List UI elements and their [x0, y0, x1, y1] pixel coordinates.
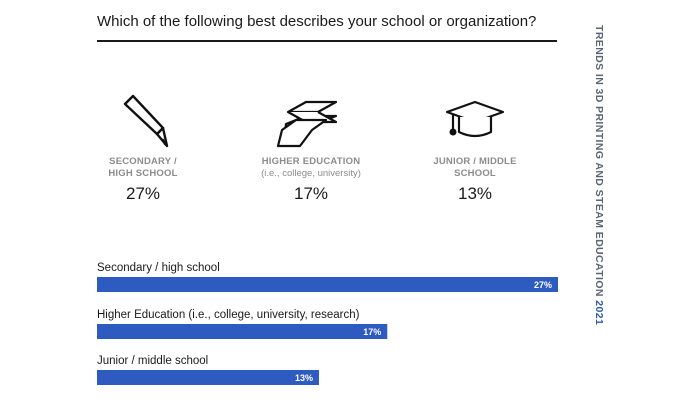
category-label: Junior / middle school [97, 355, 208, 367]
category-label: Secondary / high school [97, 262, 220, 274]
stat-secondary-label: SECONDARY / HIGH SCHOOL [108, 156, 178, 179]
sidebar-text: TRENDS IN 3D PRINTING AND STEAM EDUCATIO… [593, 25, 605, 297]
stat-junior-middle-label: JUNIOR / MIDDLE SCHOOL [433, 156, 517, 179]
pencil-icon [123, 94, 169, 148]
bar-value-label: 13% [295, 373, 313, 383]
stat-higher-education-value: 17% [293, 184, 329, 203]
stat-higher-education: HIGHER EDUCATION (i.e., college, univers… [236, 90, 386, 204]
bar [97, 324, 388, 339]
chart-title: Which of the following best describes yo… [97, 13, 537, 30]
bar [97, 277, 558, 292]
bar [97, 370, 319, 385]
stacked-layers-icon [276, 100, 338, 148]
title-divider [97, 40, 557, 42]
category-label: Higher Education (i.e., college, univers… [97, 309, 360, 321]
bar-value-label: 27% [534, 280, 552, 290]
stat-secondary: SECONDARY / HIGH SCHOOL 27% [68, 90, 218, 204]
publication-sidebar: TRENDS IN 3D PRINTING AND STEAM EDUCATIO… [575, 25, 605, 335]
stat-junior-middle: JUNIOR / MIDDLE SCHOOL 13% [400, 90, 550, 204]
sidebar-year: 2021 [593, 300, 605, 326]
stat-junior-middle-value: 13% [457, 184, 493, 203]
stat-higher-education-label: HIGHER EDUCATION [261, 156, 361, 167]
bar-value-label: 17% [363, 327, 381, 337]
graduation-cap-icon [445, 100, 505, 138]
stat-secondary-value: 27% [125, 184, 161, 203]
stat-higher-education-sub: (i.e., college, university) [261, 168, 361, 179]
